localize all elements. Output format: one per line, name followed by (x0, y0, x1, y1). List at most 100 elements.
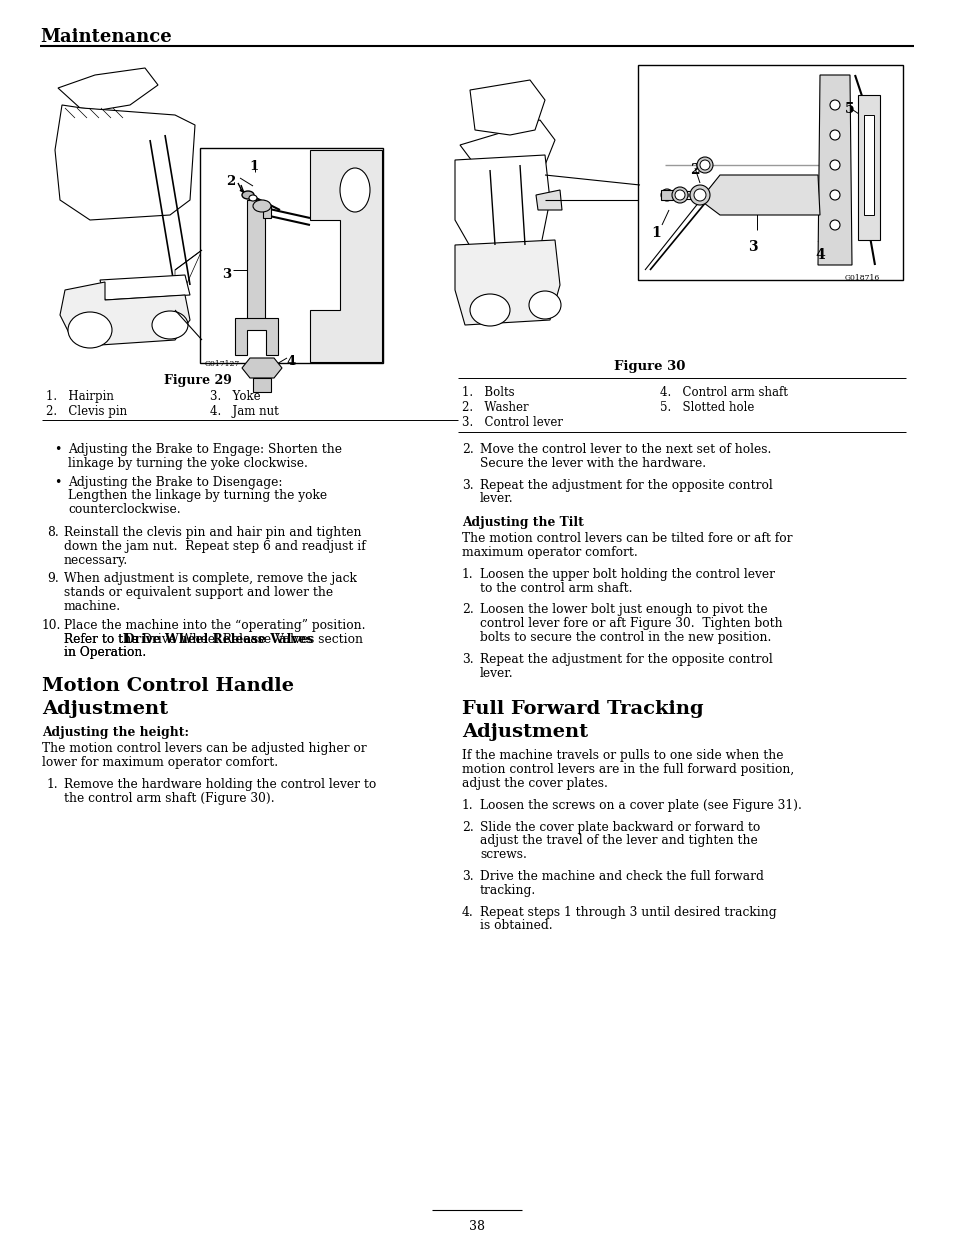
Ellipse shape (829, 190, 840, 200)
Ellipse shape (529, 291, 560, 319)
Text: adjust the cover plates.: adjust the cover plates. (461, 777, 607, 790)
Polygon shape (242, 358, 282, 378)
Ellipse shape (829, 161, 840, 170)
Ellipse shape (693, 189, 705, 201)
Text: The motion control levers can be tilted fore or aft for: The motion control levers can be tilted … (461, 532, 792, 545)
Ellipse shape (470, 294, 510, 326)
Text: Refer to the: Refer to the (64, 632, 142, 646)
Text: 3.   Control lever: 3. Control lever (461, 416, 562, 429)
Text: linkage by turning the yoke clockwise.: linkage by turning the yoke clockwise. (68, 457, 308, 469)
Text: Place the machine into the “operating” position.: Place the machine into the “operating” p… (64, 619, 365, 632)
Text: to the control arm shaft.: to the control arm shaft. (479, 582, 632, 594)
Ellipse shape (68, 312, 112, 348)
Text: •: • (54, 475, 61, 489)
Text: Adjusting the Tilt: Adjusting the Tilt (461, 516, 583, 530)
Text: the control arm shaft (Figure 30).: the control arm shaft (Figure 30). (64, 792, 274, 804)
Ellipse shape (660, 189, 672, 201)
Ellipse shape (339, 168, 370, 212)
Text: Motion Control Handle: Motion Control Handle (42, 677, 294, 695)
Ellipse shape (249, 195, 256, 201)
Polygon shape (100, 275, 190, 300)
Text: necessary.: necessary. (64, 553, 128, 567)
Text: 2.: 2. (461, 820, 474, 834)
Text: Loosen the upper bolt holding the control lever: Loosen the upper bolt holding the contro… (479, 568, 774, 580)
Bar (863, 115, 873, 215)
Text: in Operation.: in Operation. (64, 646, 146, 659)
Polygon shape (60, 282, 190, 345)
Polygon shape (234, 317, 277, 354)
Ellipse shape (689, 185, 709, 205)
Ellipse shape (829, 100, 840, 110)
Text: 10.: 10. (42, 619, 61, 632)
Text: 4.   Jam nut: 4. Jam nut (210, 405, 278, 417)
Ellipse shape (700, 161, 709, 170)
Text: control lever fore or aft Figure 30.  Tighten both: control lever fore or aft Figure 30. Tig… (479, 618, 781, 630)
Bar (200, 148, 382, 363)
Polygon shape (470, 80, 544, 135)
Polygon shape (700, 175, 820, 215)
Text: 3.: 3. (461, 479, 473, 492)
Text: 2: 2 (689, 163, 699, 177)
Bar (42, 58, 427, 363)
Text: Figure 30: Figure 30 (614, 359, 685, 373)
Text: in Operation.: in Operation. (64, 646, 146, 659)
Text: 1.   Hairpin: 1. Hairpin (46, 390, 113, 403)
Text: Figure 29: Figure 29 (164, 374, 232, 387)
Text: G018716: G018716 (844, 274, 880, 282)
Polygon shape (455, 156, 550, 254)
Text: 1: 1 (249, 161, 258, 173)
Text: 3.: 3. (461, 653, 473, 666)
Text: tracking.: tracking. (479, 884, 536, 897)
Text: •: • (54, 443, 61, 456)
Bar (857, 95, 879, 240)
Bar (660, 190, 672, 200)
Ellipse shape (829, 130, 840, 140)
Polygon shape (459, 120, 555, 170)
Text: maximum operator comfort.: maximum operator comfort. (461, 546, 638, 559)
Text: Remove the hardware holding the control lever to: Remove the hardware holding the control … (64, 778, 375, 790)
Polygon shape (310, 149, 381, 362)
Text: 2.   Clevis pin: 2. Clevis pin (46, 405, 127, 417)
Text: Drive Wheel Release Valves: Drive Wheel Release Valves (124, 632, 313, 646)
Text: Loosen the screws on a cover plate (see Figure 31).: Loosen the screws on a cover plate (see … (479, 799, 801, 811)
Text: lever.: lever. (479, 667, 513, 679)
Text: down the jam nut.  Repeat step 6 and readjust if: down the jam nut. Repeat step 6 and read… (64, 540, 365, 553)
Text: 3.: 3. (461, 869, 473, 883)
Text: 5.   Slotted hole: 5. Slotted hole (659, 401, 754, 414)
Text: 2.: 2. (461, 443, 474, 456)
Polygon shape (55, 105, 194, 220)
Text: lever.: lever. (479, 493, 513, 505)
Polygon shape (536, 190, 561, 210)
Text: 4.   Control arm shaft: 4. Control arm shaft (659, 387, 787, 399)
Text: 8.: 8. (47, 526, 59, 538)
Text: 3: 3 (747, 240, 757, 254)
Text: 2: 2 (226, 175, 235, 188)
Bar (247, 200, 265, 320)
Text: G017127: G017127 (205, 359, 240, 368)
Text: 5: 5 (844, 103, 854, 116)
Text: 2.: 2. (461, 604, 474, 616)
Text: Adjustment: Adjustment (461, 724, 587, 741)
Ellipse shape (697, 157, 712, 173)
Text: screws.: screws. (479, 848, 526, 861)
Text: 4.: 4. (461, 905, 474, 919)
Text: 4: 4 (814, 248, 824, 262)
Polygon shape (58, 68, 158, 110)
Text: 9.: 9. (47, 572, 59, 585)
Text: bolts to secure the control in the new position.: bolts to secure the control in the new p… (479, 631, 771, 643)
Text: Move the control lever to the next set of holes.: Move the control lever to the next set o… (479, 443, 771, 456)
Text: 1: 1 (650, 226, 660, 240)
Text: Repeat steps 1 through 3 until desired tracking: Repeat steps 1 through 3 until desired t… (479, 905, 776, 919)
Text: Maintenance: Maintenance (40, 28, 172, 46)
Text: Secure the lever with the hardware.: Secure the lever with the hardware. (479, 457, 705, 469)
Text: is obtained.: is obtained. (479, 919, 552, 932)
Text: When adjustment is complete, remove the jack: When adjustment is complete, remove the … (64, 572, 356, 585)
Text: 3.   Yoke: 3. Yoke (210, 390, 260, 403)
Text: Drive the machine and check the full forward: Drive the machine and check the full for… (479, 869, 763, 883)
Text: counterclockwise.: counterclockwise. (68, 503, 180, 516)
Text: Lengthen the linkage by turning the yoke: Lengthen the linkage by turning the yoke (68, 489, 327, 503)
Ellipse shape (675, 190, 684, 200)
Text: Adjustment: Adjustment (42, 700, 168, 719)
Text: 38: 38 (469, 1220, 484, 1233)
Ellipse shape (829, 220, 840, 230)
